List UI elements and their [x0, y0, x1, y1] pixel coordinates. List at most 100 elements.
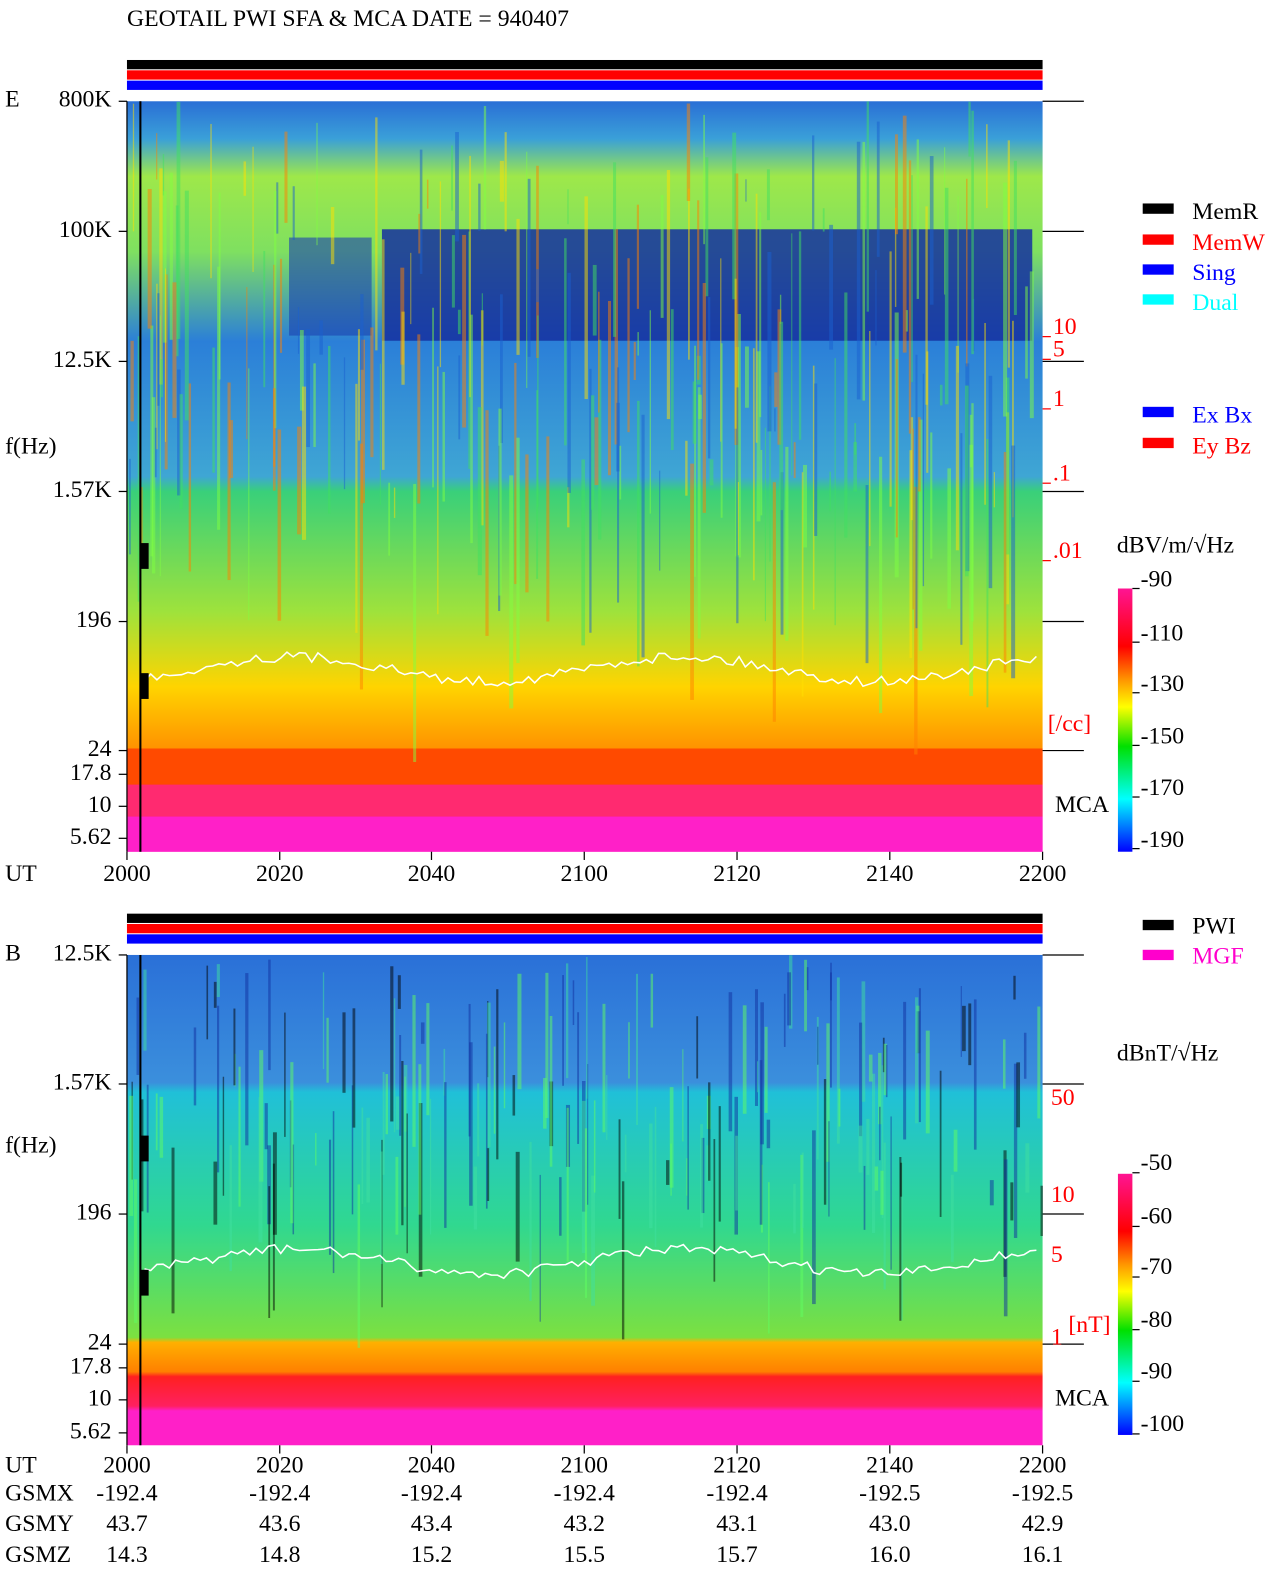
spectral-streak [1016, 1062, 1021, 1128]
spectral-streak [802, 464, 807, 548]
spectral-streak [359, 443, 364, 690]
spectral-streak [1002, 1039, 1006, 1089]
spectral-streak [692, 381, 697, 444]
spectral-streak [527, 178, 531, 357]
spectral-streak [666, 1160, 670, 1185]
orbit-row-label: GSMX [5, 1480, 74, 1506]
spectral-streak [248, 368, 250, 621]
legend-swatch [1142, 919, 1174, 931]
axis-label: UT [5, 1452, 37, 1478]
spectral-streak [798, 231, 802, 440]
spectral-streak [594, 417, 599, 486]
spectral-streak [916, 1011, 921, 1054]
title: GEOTAIL PWI SFA & MCA DATE = 940407 [127, 6, 569, 32]
spectral-streak [960, 986, 962, 1057]
colorbar-e [1117, 588, 1133, 852]
spectral-streak [577, 1012, 580, 1144]
spectral-streak [986, 124, 988, 209]
spectral-streak [772, 482, 776, 722]
spectral-streak [222, 1076, 225, 1196]
freq-tick-label: 1.57K [53, 477, 112, 503]
orbit-row-label: GSMZ [5, 1542, 71, 1568]
spectral-streak [155, 1093, 158, 1151]
spectral-streak [457, 309, 461, 335]
spectral-streak [404, 1076, 406, 1207]
axes [118, 100, 1140, 1454]
spectral-streak [793, 1183, 796, 1234]
orbit-value: 16.1 [1022, 1542, 1064, 1568]
spectral-streak [1005, 377, 1010, 555]
spectral-streak [922, 373, 925, 587]
spectral-streak [863, 1165, 866, 1230]
spectral-streak [829, 471, 831, 512]
time-tick-label: 2120 [713, 1452, 760, 1478]
spectral-streak [229, 420, 234, 479]
spectral-streak [592, 264, 597, 336]
spectral-streak [1003, 452, 1007, 673]
spectral-streak [216, 964, 220, 998]
orbit-value: 15.5 [563, 1542, 605, 1568]
spectral-streak [420, 1022, 425, 1044]
spectral-streak [918, 988, 921, 1123]
spectral-streak [498, 408, 502, 596]
spectral-streak [417, 334, 421, 504]
spectral-streak [565, 963, 569, 1079]
spectral-streak [313, 363, 316, 447]
spectral-streak [878, 1052, 882, 1125]
colorbar-title: dBV/m/√Hz [1117, 533, 1234, 559]
spectral-streak [836, 977, 840, 1144]
spectral-streak [164, 268, 166, 442]
spectral-streak [480, 310, 484, 526]
colorbar-tick-label: -70 [1141, 1254, 1173, 1280]
spectral-streak [252, 146, 254, 272]
spectral-streak [619, 445, 622, 500]
spectral-streak [322, 972, 325, 1070]
spectral-streak [381, 239, 385, 470]
spectral-streak [562, 975, 564, 1086]
spectral-streak [756, 351, 761, 522]
spectral-streak [258, 1097, 263, 1243]
spectral-streak [905, 310, 908, 332]
spectral-streak [654, 1106, 657, 1248]
spectral-streak [272, 388, 276, 491]
spectral-streak [290, 1062, 294, 1224]
legend-swatch [1142, 437, 1174, 449]
time-tick-label: 2020 [256, 1452, 303, 1478]
spectral-streak [899, 1157, 902, 1321]
spectral-streak [826, 1023, 830, 1162]
spectral-streak [352, 1008, 356, 1128]
spectral-streak [268, 1186, 271, 1318]
spectral-streak [880, 1170, 884, 1215]
spectral-streak [759, 212, 762, 418]
spectral-streak [525, 454, 529, 593]
spectral-streak [754, 989, 759, 1106]
spectral-streak [218, 192, 221, 380]
orbit-value: -192.4 [96, 1480, 157, 1506]
freq-tick-label: 12.5K [53, 347, 112, 373]
spectral-streak [993, 472, 995, 508]
spectral-streak [130, 340, 134, 422]
legend-label: Sing [1192, 260, 1236, 286]
spectral-streak [587, 1063, 589, 1205]
spectral-streak [526, 151, 528, 388]
spectral-streak [487, 1002, 491, 1148]
spectral-streak [862, 141, 866, 401]
spectral-streak [516, 218, 520, 355]
spectral-streak [159, 1096, 164, 1158]
spectral-streak [900, 1161, 903, 1321]
spectral-streak [401, 1060, 404, 1226]
spectral-streak [188, 383, 192, 572]
spectral-streak [613, 162, 617, 337]
spectral-streak [780, 472, 784, 635]
spectral-streak [355, 383, 358, 633]
spectral-streak [500, 294, 503, 444]
spectral-streak [477, 407, 482, 576]
spectral-streak [912, 428, 914, 610]
legend-label: MemR [1192, 199, 1258, 225]
spectral-streak [154, 427, 157, 478]
spectral-streak [301, 386, 307, 540]
spectral-streak [150, 325, 154, 557]
spectral-streak [567, 272, 571, 493]
spectral-streak [468, 1003, 471, 1137]
